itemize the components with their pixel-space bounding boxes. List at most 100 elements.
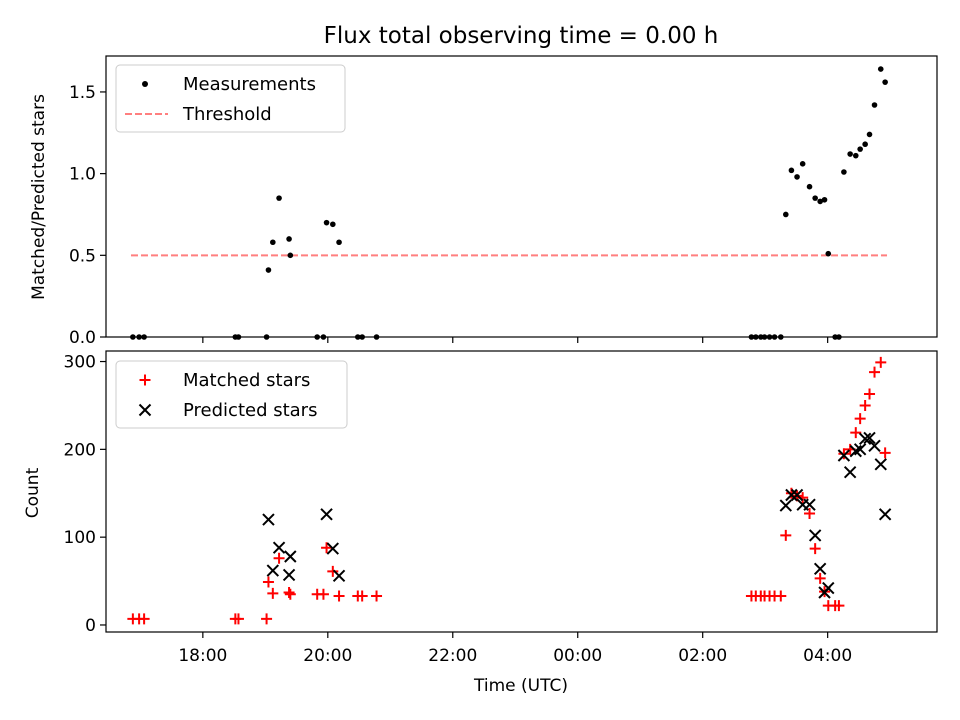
predicted-star-point — [284, 550, 297, 563]
matched-star-point — [780, 529, 792, 541]
predicted-star-point — [853, 443, 867, 456]
top-y-axis-label: Matched/Predicted stars — [29, 94, 49, 300]
top-x-ticks — [202, 337, 829, 343]
measurement-point — [825, 250, 832, 257]
matched-star-point — [804, 507, 816, 519]
predicted-star-point — [272, 541, 286, 554]
matched-star-point — [879, 447, 891, 459]
x-tick-label: 22:00 — [428, 646, 477, 666]
bottom-x-ticks: 18:00 20:00 22:00 00:00 02:00 04:00 — [178, 632, 852, 666]
legend-threshold-label: Threshold — [182, 104, 272, 125]
matched-star-point — [262, 576, 274, 588]
top-axes-frame — [105, 55, 938, 338]
measurement-point — [821, 196, 828, 203]
measurement-point — [882, 79, 888, 85]
measurement-point — [782, 211, 789, 218]
matched-star-point — [875, 356, 887, 368]
predicted-star-point — [837, 449, 851, 462]
legend-measurements-marker — [142, 81, 148, 87]
bottom-y-tick-label: 300 — [64, 353, 96, 373]
matched-star-point — [838, 448, 850, 460]
predicted-star-point — [320, 508, 333, 521]
bottom-panel: 0 100 200 300 18:00 20:00 22:00 00:00 02:00 04:0… — [23, 350, 938, 696]
matched-star-point — [859, 399, 871, 411]
measurement-point — [862, 141, 868, 148]
predicted-star-point — [843, 465, 857, 479]
x-tick-label: 00:00 — [553, 646, 602, 666]
predicted-star-point — [822, 581, 835, 595]
predicted-star-point — [868, 439, 881, 453]
measurement-point — [877, 66, 884, 72]
measurement-point — [871, 102, 878, 108]
bottom-y-tick-label: 0 — [85, 616, 96, 636]
chart-title: Flux total observing time = 0.00 h — [324, 23, 719, 49]
predicted-star-point — [785, 488, 798, 502]
measurement-point — [794, 174, 800, 180]
measurement-point — [847, 151, 853, 157]
measurement-point — [788, 167, 795, 174]
x-tick-label: 02:00 — [678, 646, 727, 666]
measurement-point — [817, 198, 823, 205]
measurement-point — [286, 236, 292, 242]
top-legend: Measurements Threshold — [115, 64, 346, 133]
predicted-star-point — [813, 562, 827, 575]
bottom-plot-area — [127, 356, 892, 625]
predicted-star-point — [808, 529, 822, 542]
predicted-star-point — [874, 458, 887, 471]
measurement-point — [841, 169, 847, 175]
bottom-y-tick-label: 100 — [64, 528, 96, 548]
measurement-point — [812, 195, 818, 201]
x-tick-label: 20:00 — [303, 646, 352, 666]
measurement-point — [852, 152, 859, 159]
matched-star-point — [833, 600, 845, 612]
matched-star-point — [814, 572, 826, 584]
measurement-point — [287, 252, 294, 259]
matched-star-point — [371, 590, 383, 602]
predicted-star-point — [863, 431, 876, 445]
matched-star-point — [267, 587, 279, 599]
matched-star-point — [232, 613, 244, 625]
measurement-point — [866, 131, 873, 138]
predicted-star-point — [790, 488, 804, 502]
legend-measurements-label: Measurements — [183, 74, 316, 95]
legend-matched-marker — [139, 374, 151, 386]
bottom-y-ticks: 0 100 200 300 — [64, 353, 106, 636]
matched-star-point — [854, 413, 866, 425]
matched-star-point — [138, 613, 150, 625]
predicted-star-point — [262, 513, 275, 526]
measurement-point — [323, 219, 330, 226]
matched-star-point — [327, 565, 339, 577]
measurement-point — [799, 161, 806, 167]
predicted-star-point — [858, 432, 872, 446]
matched-star-point — [317, 588, 329, 600]
measurement-point — [806, 183, 813, 190]
matched-star-point — [261, 613, 273, 625]
top-panel: 0.0 0.5 1.0 1.5 Matched/Predicted stars Mea… — [29, 55, 938, 348]
measurement-point — [336, 239, 342, 246]
matched-star-point — [775, 590, 787, 602]
bottom-legend-box — [115, 360, 348, 429]
predicted-star-point — [266, 564, 280, 577]
measurement-point — [276, 195, 282, 201]
bottom-legend: Matched stars Predicted stars — [115, 360, 348, 429]
measurement-point — [270, 239, 276, 246]
top-y-tick-label: 0.5 — [69, 246, 96, 266]
matched-star-point — [283, 586, 295, 598]
legend-predicted-marker — [138, 403, 152, 417]
matched-star-point — [809, 543, 821, 555]
measurement-point — [265, 267, 272, 273]
bottom-y-axis-label: Count — [23, 467, 43, 518]
x-axis-label: Time (UTC) — [473, 676, 568, 696]
matched-star-point — [864, 388, 876, 400]
top-legend-box — [115, 64, 346, 133]
predicted-star-point — [878, 508, 892, 521]
matched-star-point — [321, 542, 333, 554]
bottom-axes-frame — [105, 350, 938, 633]
predicted-star-point — [326, 542, 340, 555]
predicted-star-point — [803, 498, 816, 511]
measurement-point — [330, 221, 336, 228]
predicted-star-point — [282, 568, 296, 582]
top-y-tick-label: 1.0 — [69, 165, 96, 185]
matched-star-point — [869, 366, 881, 378]
